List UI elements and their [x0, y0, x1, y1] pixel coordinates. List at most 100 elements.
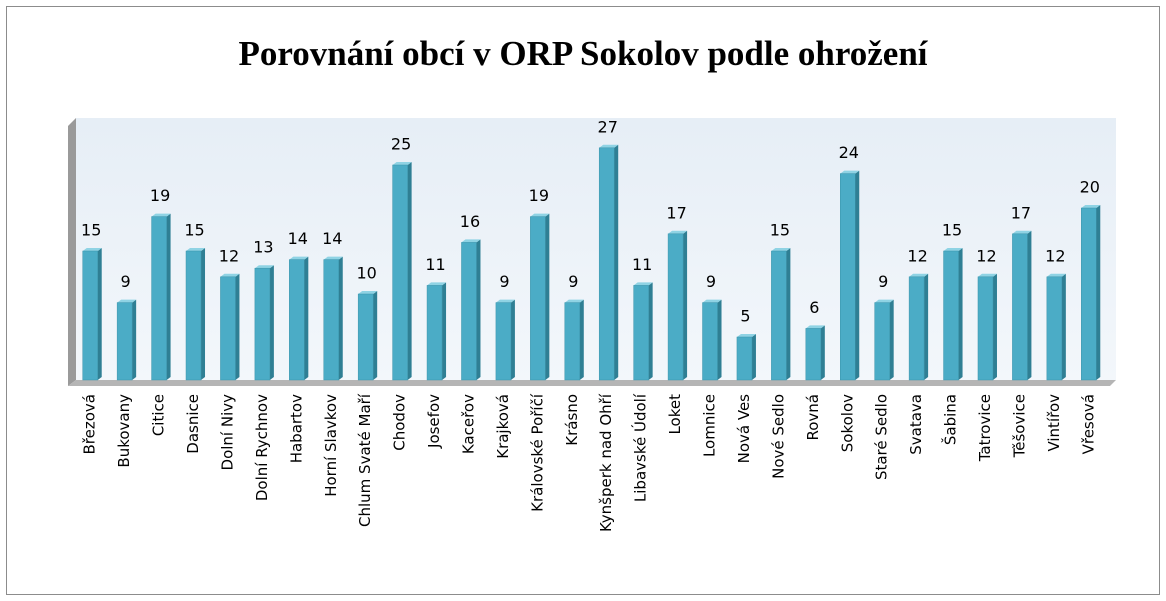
value-label: 17 — [1011, 203, 1031, 222]
value-label: 9 — [499, 272, 509, 291]
value-label: 19 — [529, 186, 549, 205]
bar — [908, 276, 925, 381]
bar-side — [683, 230, 688, 380]
bar-side — [373, 291, 378, 380]
bar — [323, 259, 339, 381]
bar-top — [82, 248, 102, 251]
bar-top — [254, 265, 274, 269]
bar-top — [461, 239, 481, 243]
x-tick-label: Horní Slavkov — [322, 394, 340, 497]
bar — [977, 276, 994, 381]
bar-side — [889, 299, 894, 380]
x-tick-label: Staré Sedlo — [873, 394, 891, 480]
bar-top — [840, 170, 860, 174]
value-label: 5 — [740, 307, 750, 326]
bar-side — [166, 213, 171, 380]
bar-top — [874, 299, 894, 303]
x-tick-label: Kynšperk nad Ohří — [597, 393, 615, 532]
x-tick-label: Vřesová — [1079, 394, 1097, 454]
x-tick-label: Krajková — [494, 394, 512, 459]
bar-top — [805, 325, 825, 329]
x-tick-label: Těšovice — [1010, 394, 1028, 458]
bar — [874, 302, 890, 381]
bar — [530, 216, 546, 381]
value-label: 9 — [568, 272, 578, 291]
bar — [289, 259, 305, 381]
bar-top — [289, 256, 309, 260]
bar — [736, 336, 753, 381]
side-wall — [68, 118, 76, 386]
bar — [771, 250, 787, 381]
x-tick-label: Josefov — [425, 394, 443, 449]
value-label: 20 — [1080, 178, 1100, 197]
bar-side — [97, 248, 102, 380]
bar-top — [771, 248, 791, 251]
x-tick-label: Březová — [81, 394, 99, 454]
bar-top — [564, 299, 584, 303]
x-tick-label: Dolní Rychnov — [253, 394, 271, 501]
value-label: 9 — [121, 272, 131, 291]
x-tick-label: Chlum Svaté Maří — [356, 393, 374, 527]
bar-side — [269, 265, 274, 380]
bar-side — [338, 256, 343, 380]
value-label: 12 — [219, 246, 239, 265]
x-tick-label: Šabina — [941, 394, 960, 445]
bar — [1012, 233, 1028, 381]
bar — [702, 302, 718, 381]
value-label: 9 — [706, 272, 716, 291]
bar-top — [392, 162, 412, 165]
value-label: 14 — [288, 229, 308, 248]
bar-side — [786, 248, 791, 380]
x-tick-label: Krásno — [563, 394, 581, 446]
x-tick-label: Dasnice — [184, 394, 202, 454]
bar-top — [633, 282, 653, 286]
bar — [840, 173, 856, 381]
bar-top — [117, 299, 137, 303]
bar-top — [186, 248, 206, 251]
bar-side — [717, 299, 722, 380]
bar — [667, 233, 684, 381]
value-label: 12 — [1045, 246, 1065, 265]
value-label: 10 — [357, 264, 377, 283]
x-tick-label: Lomnice — [701, 394, 719, 457]
bar — [1081, 207, 1097, 381]
bar-side — [407, 162, 412, 380]
bar-top — [427, 282, 447, 286]
bar — [254, 267, 271, 381]
x-tick-label: Loket — [666, 394, 684, 435]
bar-side — [201, 248, 206, 380]
x-tick-label: Habartov — [287, 394, 305, 463]
bar — [495, 302, 512, 381]
value-label: 13 — [253, 238, 273, 257]
bar-top — [909, 273, 929, 277]
bar-side — [132, 299, 137, 380]
bar — [426, 285, 443, 381]
value-label: 19 — [150, 186, 170, 205]
bar-top — [736, 334, 756, 337]
bar — [392, 164, 408, 381]
x-tick-label: Královské Poříčí — [528, 393, 546, 512]
x-tick-label: Dolní Nivy — [218, 394, 236, 471]
bar-top — [668, 230, 688, 234]
plot-wall — [76, 118, 1116, 380]
value-label: 11 — [425, 255, 445, 274]
bar-top — [1046, 273, 1066, 277]
bar-side — [510, 299, 515, 380]
x-tick-label: Nové Sedlo — [769, 394, 787, 479]
bar-top — [323, 256, 343, 260]
bar-side — [1061, 273, 1066, 380]
value-label: 6 — [809, 298, 819, 317]
bar-top — [495, 299, 515, 303]
value-label: 24 — [839, 143, 859, 162]
bar-side — [476, 239, 481, 380]
x-tick-label: Libavské Údolí — [631, 393, 650, 502]
bar-top — [220, 273, 240, 277]
bar-side — [958, 248, 963, 380]
bar-side — [442, 282, 447, 380]
bar-top — [599, 144, 619, 148]
x-tick-label: Rovná — [804, 394, 822, 441]
value-label: 11 — [632, 255, 652, 274]
x-tick-label: Sokolov — [838, 394, 856, 452]
x-tick-label: Citice — [150, 394, 168, 436]
